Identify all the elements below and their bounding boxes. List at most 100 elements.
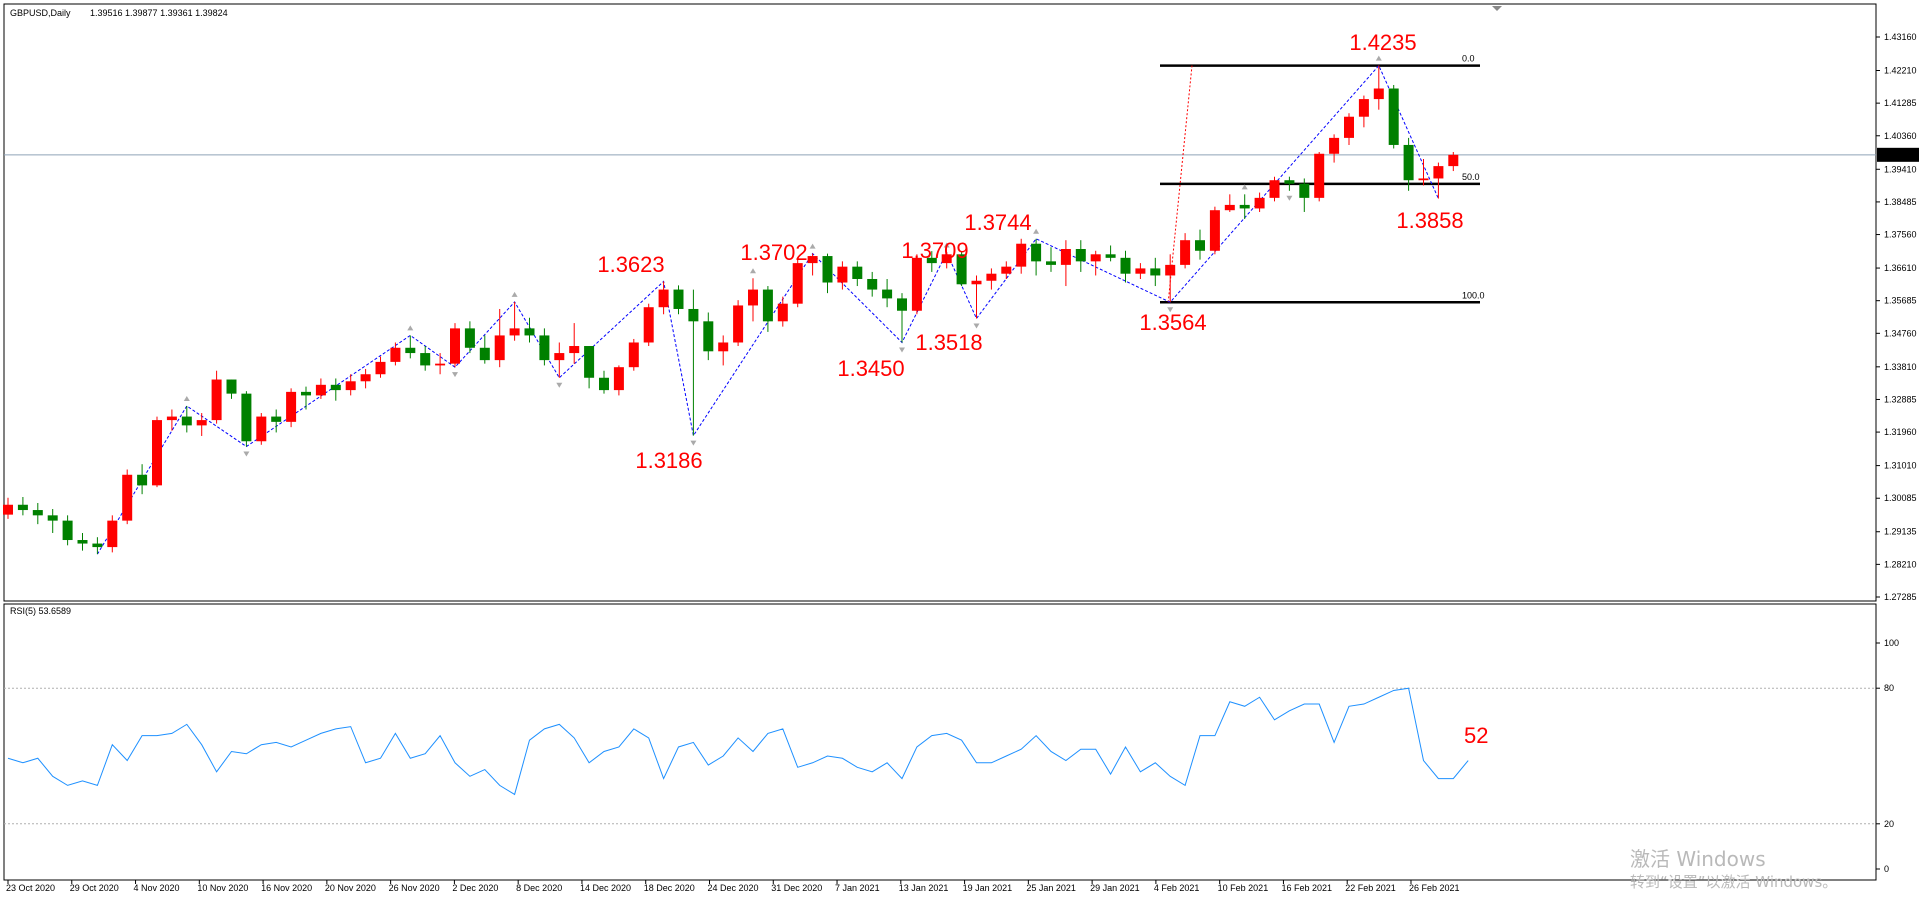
candle-body xyxy=(926,257,937,264)
price-tick-label: 1.28210 xyxy=(1884,559,1917,569)
candle-body xyxy=(1373,88,1384,100)
candle-body xyxy=(837,266,848,283)
candle-body xyxy=(509,328,520,336)
rsi-label: RSI(5) 53.6589 xyxy=(10,606,71,616)
candle-body xyxy=(554,353,565,361)
candle-body xyxy=(1195,240,1205,251)
candle-body xyxy=(1180,240,1191,265)
fractal-up-icon xyxy=(809,243,816,249)
time-axis-label: 23 Oct 2020 xyxy=(6,883,55,893)
candle-body xyxy=(77,540,88,544)
candle-body xyxy=(1224,204,1235,211)
candle-body xyxy=(1239,204,1250,209)
candle-body xyxy=(62,520,73,541)
candle-body xyxy=(450,328,460,364)
candle-body xyxy=(1344,116,1354,138)
candle-body xyxy=(1075,249,1086,262)
current-price-box xyxy=(1877,147,1919,162)
candle-body xyxy=(956,254,967,285)
candle-body xyxy=(375,361,386,375)
rsi-tick-label: 20 xyxy=(1884,819,1894,829)
candle-body xyxy=(777,303,788,322)
candle-body xyxy=(420,353,431,366)
fractal-up-icon xyxy=(183,395,190,401)
candle-body xyxy=(941,254,952,264)
price-tick-label: 1.32885 xyxy=(1884,394,1917,404)
candle-body xyxy=(703,321,714,352)
time-axis-label: 29 Jan 2021 xyxy=(1090,883,1140,893)
time-axis-label: 25 Jan 2021 xyxy=(1026,883,1076,893)
candle-body xyxy=(390,347,401,362)
price-tick-label: 1.34760 xyxy=(1884,328,1917,338)
price-tick-label: 1.31010 xyxy=(1884,461,1917,471)
time-axis-label: 2 Dec 2020 xyxy=(452,883,498,893)
fib-level-label: 100.0 xyxy=(1462,290,1485,300)
price-annotation: 1.3564 xyxy=(1139,310,1206,335)
fractal-up-icon xyxy=(750,268,756,274)
candle-body xyxy=(1433,166,1444,179)
price-tick-label: 1.40360 xyxy=(1884,131,1917,141)
candle-body xyxy=(1165,264,1176,276)
candle-body xyxy=(1135,268,1146,274)
watermark-line-2: 转到“设置”以激活 Windows。 xyxy=(1630,873,1838,891)
candle-body xyxy=(1299,183,1310,198)
candle-body xyxy=(345,381,356,391)
candle-body xyxy=(882,289,893,299)
price-tick-label: 1.37560 xyxy=(1884,230,1917,240)
time-axis-label: 10 Feb 2021 xyxy=(1218,883,1269,893)
candle-body xyxy=(1314,153,1325,198)
price-annotation: 1.3744 xyxy=(964,210,1031,235)
candle-body xyxy=(464,328,475,348)
rsi-tick-label: 100 xyxy=(1884,638,1899,648)
fractal-down-icon xyxy=(243,451,250,457)
time-axis-label: 16 Nov 2020 xyxy=(261,883,312,893)
price-tick-label: 1.39410 xyxy=(1884,164,1917,174)
time-axis-label: 7 Jan 2021 xyxy=(835,883,880,893)
rsi-line xyxy=(7,687,1469,796)
candle-body xyxy=(613,367,624,391)
price-annotation: 1.3450 xyxy=(837,356,904,381)
time-axis-label: 19 Jan 2021 xyxy=(963,883,1013,893)
price-tick-label: 1.33810 xyxy=(1884,362,1917,372)
price-tick-label: 1.42210 xyxy=(1884,66,1917,76)
price-tick-label: 1.29135 xyxy=(1884,527,1917,537)
price-annotation: 1.3623 xyxy=(597,252,664,277)
price-pane-frame xyxy=(3,3,1877,602)
fractal-up-icon xyxy=(511,291,518,297)
price-annotation: 1.4235 xyxy=(1349,30,1416,55)
candle-body xyxy=(628,342,639,368)
candle-body xyxy=(166,416,177,421)
fib-level-label: 0.0 xyxy=(1462,54,1475,64)
fib-level-label: 50.0 xyxy=(1462,172,1480,182)
time-axis-label: 4 Nov 2020 xyxy=(134,883,180,893)
fractal-up-icon xyxy=(1033,228,1040,234)
time-axis-label: 4 Feb 2021 xyxy=(1154,883,1200,893)
price-tick-label: 1.30085 xyxy=(1884,493,1917,503)
candle-body xyxy=(1448,154,1459,167)
candle-body xyxy=(1284,180,1295,184)
candle-body xyxy=(256,416,267,442)
candle-body xyxy=(1001,266,1012,274)
candle-body xyxy=(196,420,207,426)
candle-body xyxy=(47,515,58,521)
candle-body xyxy=(1254,197,1265,209)
rsi-tick-label: 80 xyxy=(1884,683,1894,693)
candle-body xyxy=(1269,180,1280,198)
candle-body xyxy=(1388,88,1399,145)
candle-body xyxy=(867,278,878,290)
price-annotation: 1.3702 xyxy=(740,240,807,265)
symbol-label: GBPUSD,Daily xyxy=(10,8,71,18)
candle-body xyxy=(1016,243,1027,267)
candle-body xyxy=(1090,254,1101,262)
candle-body xyxy=(1031,243,1042,262)
candle-body xyxy=(897,298,907,311)
candle-body xyxy=(32,510,43,516)
price-tick-label: 1.38485 xyxy=(1884,197,1917,207)
time-axis-label: 16 Feb 2021 xyxy=(1281,883,1332,893)
candle-body xyxy=(733,305,744,343)
ohlc-values: 1.39516 1.39877 1.39361 1.39824 xyxy=(90,8,228,18)
candle-body xyxy=(524,328,535,336)
time-axis-label: 18 Dec 2020 xyxy=(644,883,695,893)
candle-body xyxy=(748,289,758,306)
